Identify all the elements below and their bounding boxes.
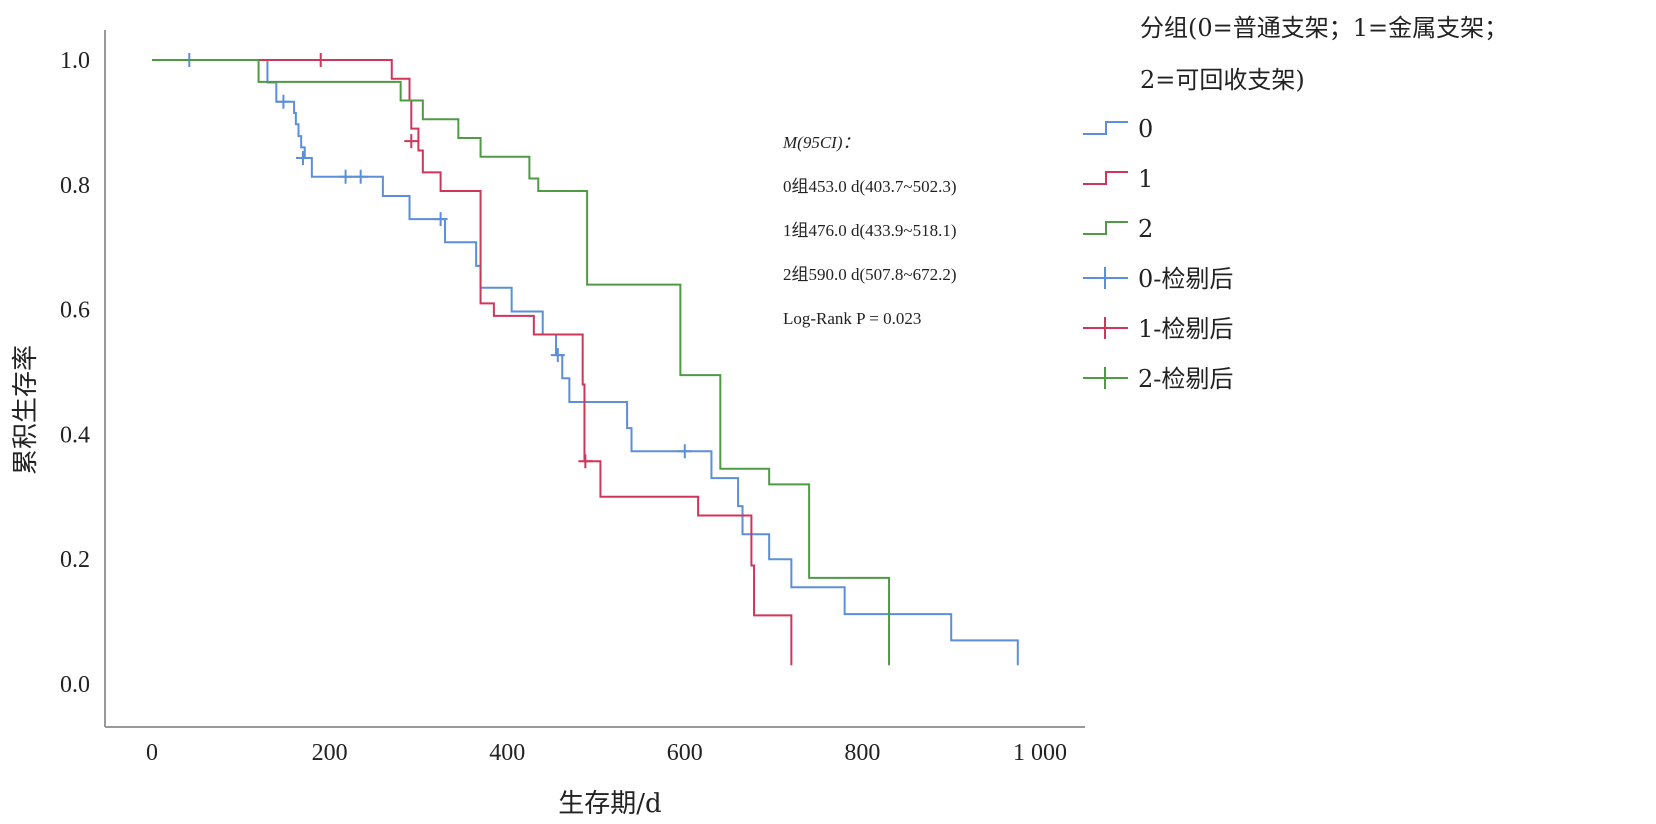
censor-mark-group-0 bbox=[276, 94, 291, 109]
legend-line-icon bbox=[1083, 171, 1128, 185]
legend-entry-label: 2 bbox=[1138, 215, 1153, 243]
annotation-line: 2组590.0 d(507.8~672.2) bbox=[783, 265, 957, 284]
legend-line-icon bbox=[1083, 121, 1128, 135]
legend-entry-label: 0-检剔后 bbox=[1138, 265, 1233, 293]
annotation-line: 0组453.0 d(403.7~502.3) bbox=[783, 177, 957, 196]
censor-mark-group-1 bbox=[313, 53, 328, 67]
annotation-line: M(95CI)： bbox=[782, 133, 859, 152]
y-tick-label: 0.2 bbox=[60, 547, 90, 573]
legend-title: 分组(0=普通支架；1=金属支架； bbox=[1140, 14, 1508, 42]
legend-entry-label: 1 bbox=[1138, 165, 1153, 193]
survival-curve-group-0 bbox=[152, 59, 1019, 666]
x-tick-label: 600 bbox=[667, 740, 703, 766]
annotation-line: Log-Rank P = 0.023 bbox=[783, 309, 921, 328]
legend-entry-label: 2-检剔后 bbox=[1138, 365, 1233, 393]
x-tick-label: 0 bbox=[146, 740, 158, 766]
legend-censor-icon bbox=[1083, 317, 1128, 339]
legend-entry-label: 0 bbox=[1138, 115, 1153, 143]
legend-censor-icon bbox=[1083, 267, 1128, 289]
annotation: M(95CI)： 0组453.0 d(403.7~502.3) 1组476.0 … bbox=[782, 133, 957, 328]
censor-mark-group-1 bbox=[578, 454, 593, 469]
censor-mark-group-0 bbox=[353, 169, 368, 184]
censor-mark-group-0 bbox=[433, 212, 448, 227]
x-axis-label: 生存期/d bbox=[558, 789, 661, 819]
y-tick-label: 0.8 bbox=[60, 173, 90, 199]
y-tick-label: 0.6 bbox=[60, 298, 90, 324]
x-tick-label: 400 bbox=[489, 740, 525, 766]
x-tick-label: 800 bbox=[844, 740, 880, 766]
censor-mark-group-0 bbox=[338, 169, 353, 184]
survival-curve-group-1 bbox=[152, 59, 793, 666]
x-tick-label: 200 bbox=[312, 740, 348, 766]
y-axis-label: 累积生存率 bbox=[11, 345, 41, 475]
legend-line-icon bbox=[1083, 221, 1128, 235]
survival-curve-group-2 bbox=[152, 59, 891, 666]
y-tick-label: 0.4 bbox=[60, 422, 90, 448]
legend-title: 2=可回收支架) bbox=[1140, 66, 1305, 94]
censor-mark-group-0 bbox=[550, 348, 565, 363]
censor-mark-group-1 bbox=[404, 134, 419, 149]
y-tick-label: 0.0 bbox=[60, 672, 90, 698]
annotation-line: 1组476.0 d(433.9~518.1) bbox=[783, 221, 957, 240]
x-tick-label: 1 000 bbox=[1013, 740, 1067, 766]
legend-entry-label: 1-检剔后 bbox=[1138, 315, 1233, 343]
y-tick-label: 1.0 bbox=[60, 48, 90, 74]
legend-censor-icon bbox=[1083, 367, 1128, 389]
censor-mark-group-0 bbox=[677, 444, 692, 459]
censor-mark-group-0 bbox=[295, 150, 310, 165]
